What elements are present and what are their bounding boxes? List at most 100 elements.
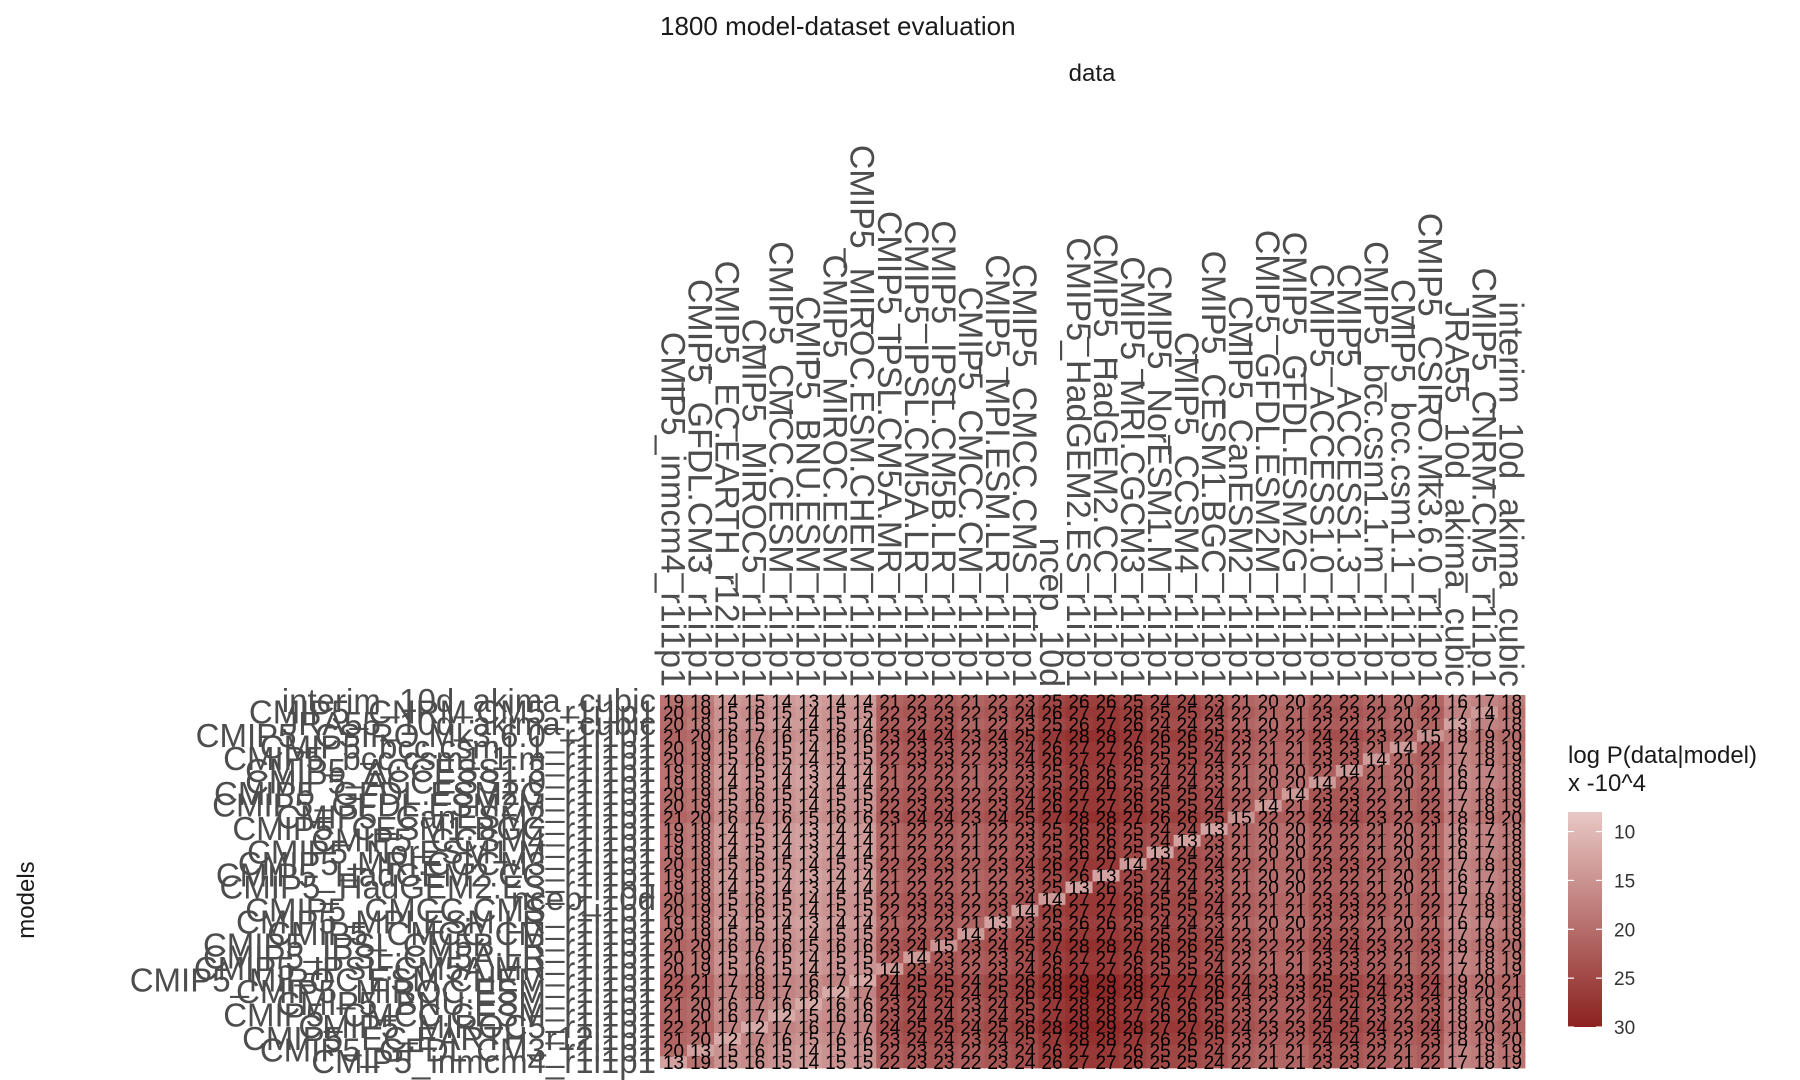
heatmap-cell — [1119, 695, 1147, 708]
heatmap-cell — [957, 764, 985, 777]
legend-tick-label: 30 — [1614, 1018, 1635, 1039]
heatmap-cell — [1254, 718, 1283, 731]
heatmap-cell — [1038, 741, 1066, 754]
heatmap-cell — [741, 729, 769, 743]
heatmap-cell — [1416, 753, 1445, 766]
heatmap-cell — [1389, 741, 1418, 754]
heatmap-cell — [957, 718, 985, 731]
heatmap-cell — [714, 788, 742, 801]
cell-value-label: 13 — [663, 1053, 684, 1074]
heatmap-cell — [1362, 741, 1391, 754]
legend-tick-label: 10 — [1614, 823, 1635, 844]
heatmap-cell — [1443, 776, 1472, 789]
row-label: CMIP5_IPSL.CM5A.MR_r1i1p1 — [194, 950, 656, 987]
row-label: CMIP5_MPI.ESM.LR_r1i1p1 — [236, 903, 656, 940]
cell-value-label: 15 — [852, 1053, 873, 1074]
cell-value-label: 25 — [1150, 1053, 1171, 1074]
heatmap-cell — [1119, 764, 1147, 777]
heatmap-cell — [660, 695, 688, 708]
cell-value-label: 25 — [1177, 1053, 1198, 1074]
heatmap-cell — [1011, 776, 1039, 789]
heatmap-cell — [768, 788, 796, 801]
cell-value-label: 22 — [960, 1053, 981, 1074]
heatmap-cell — [1443, 695, 1472, 708]
heatmap-cell — [876, 706, 904, 719]
heatmap-cell — [1146, 706, 1174, 719]
heatmap-cell — [768, 695, 796, 708]
heatmap-cell — [1335, 718, 1364, 731]
heatmap-cell — [741, 776, 769, 789]
chart-title: 1800 model-dataset evaluation — [660, 11, 1016, 41]
heatmap-cell — [1416, 695, 1445, 708]
heatmap-cell — [984, 776, 1012, 789]
heatmap-cell — [1389, 764, 1418, 777]
heatmap-cell — [1497, 764, 1526, 777]
heatmap-cell — [687, 718, 715, 731]
heatmap-cell — [1146, 776, 1174, 789]
heatmap-cell — [687, 706, 715, 719]
heatmap-cell — [768, 706, 796, 719]
heatmap-cell — [1389, 729, 1418, 743]
column-label: CMIP5_EC.EARTH_r12i1p1 — [708, 261, 746, 687]
heatmap-cell — [1119, 776, 1147, 789]
column-label: CMIP5_IPSL.CM5A.LR_r1i1p1 — [897, 220, 935, 687]
legend-tick-label: 25 — [1614, 969, 1635, 990]
cell-value-label: 21 — [1393, 1053, 1414, 1074]
heatmap-cell — [714, 776, 742, 789]
cell-value-label: 23 — [906, 1053, 927, 1074]
heatmap-cell — [849, 718, 877, 731]
heatmap-cell — [1173, 741, 1202, 754]
heatmap-cell — [1227, 776, 1256, 789]
heatmap-cell — [1389, 753, 1418, 766]
heatmap-cell — [849, 741, 877, 754]
heatmap-cell — [714, 695, 742, 708]
column-label: CMIP5_MPI.ESM.LR_r1i1p1 — [978, 254, 1016, 687]
cell-value-label: 27 — [1068, 1053, 1089, 1074]
cell-value-label: 22 — [1366, 1053, 1387, 1074]
x-axis-title: data — [1069, 60, 1116, 87]
heatmap-cell — [984, 741, 1012, 754]
heatmap-cell — [1254, 706, 1283, 719]
heatmap-cell — [1065, 753, 1093, 766]
row-label: CMIP5_CCSM4_r1i1p1 — [311, 822, 656, 859]
heatmap-cell — [1092, 741, 1120, 754]
heatmap-cell — [741, 741, 769, 754]
heatmap-cell — [1335, 776, 1364, 789]
heatmap-cell — [849, 764, 877, 777]
heatmap-cell — [660, 729, 688, 743]
heatmap-cell — [1308, 776, 1337, 789]
heatmap-cell — [1038, 764, 1066, 777]
heatmap-cell — [1011, 741, 1039, 754]
cell-value-label: 21 — [1285, 1053, 1306, 1074]
heatmap-cell — [1362, 764, 1391, 777]
heatmap-cell — [849, 695, 877, 708]
heatmap-cell — [795, 741, 823, 754]
heatmap-cell — [849, 788, 877, 801]
heatmap-cell — [1416, 764, 1445, 777]
cell-value-label: 23 — [933, 1053, 954, 1074]
heatmap-cell — [714, 718, 742, 731]
heatmap-cell — [930, 695, 958, 708]
heatmap-cell — [795, 695, 823, 708]
heatmap-cell — [1254, 776, 1283, 789]
heatmap-cell — [1497, 706, 1526, 719]
column-label: CMIP5_ACCESS1.3_r1i1p1 — [1329, 264, 1367, 687]
heatmap-cell — [1146, 788, 1174, 801]
column-label: interim_10d_akima_cubic — [1491, 301, 1529, 687]
heatmap-cell — [957, 776, 985, 789]
heatmap-cell — [1470, 706, 1499, 719]
heatmap-cell — [1416, 729, 1445, 743]
heatmap-cell — [1362, 695, 1391, 708]
heatmap-cell — [984, 753, 1012, 766]
heatmap-cell — [903, 753, 931, 766]
heatmap-cell — [822, 776, 850, 789]
heatmap-cell — [1470, 741, 1499, 754]
row-label: CMIP5_GFDL.CM3_r1i1p1 — [260, 1032, 656, 1069]
heatmap-cell — [1443, 741, 1472, 754]
row-label: JRA55_10d_akima_cubic — [282, 705, 656, 742]
heatmap-cell — [876, 729, 904, 743]
heatmap-cell — [1038, 706, 1066, 719]
column-label: CMIP5_NorESM1.M_r1i1p1 — [1140, 266, 1178, 687]
heatmap-cell — [957, 753, 985, 766]
heatmap-cell — [903, 695, 931, 708]
